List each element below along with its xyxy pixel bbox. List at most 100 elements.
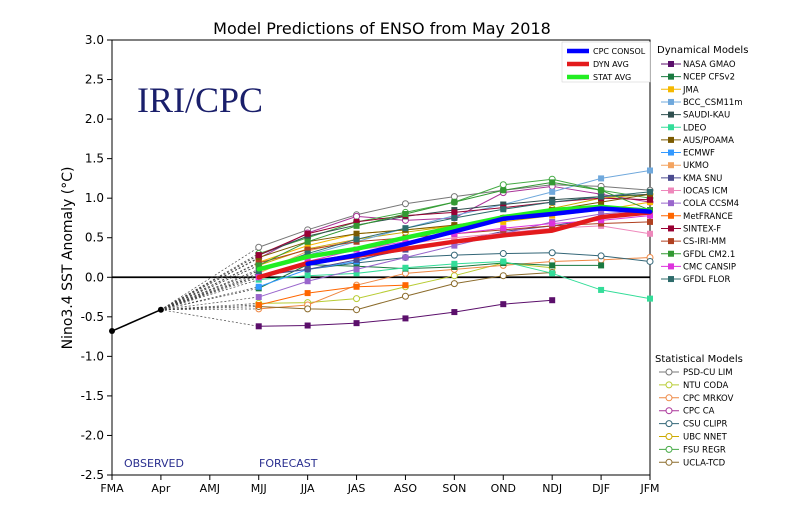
dyn-legend-label: LDEO xyxy=(683,123,707,133)
dyn-series-point xyxy=(353,230,360,237)
observed-line xyxy=(111,308,162,332)
stat-legend-marker xyxy=(665,433,673,440)
observed-point xyxy=(157,306,164,313)
observed-point xyxy=(109,328,115,335)
avg-series-line xyxy=(256,204,653,272)
dyn-legend-marker xyxy=(668,86,674,93)
stat-series-point xyxy=(353,306,361,314)
dyn-series-point xyxy=(549,179,556,186)
y-tick-label: -1.0 xyxy=(81,349,104,363)
dyn-series-point xyxy=(402,238,409,245)
dyn-legend-marker xyxy=(668,136,674,143)
y-tick-label: -2.0 xyxy=(81,428,104,442)
forecast-connector xyxy=(160,286,259,311)
dyn-series-point xyxy=(255,252,262,259)
dyn-legend-marker xyxy=(668,149,674,156)
dyn-series-point xyxy=(304,246,311,253)
dyn-legend-label: UKMO xyxy=(683,161,709,171)
forecast-connector xyxy=(160,257,259,311)
averages-legend-label: CPC CONSOL xyxy=(593,47,646,56)
dyn-series-point xyxy=(451,222,458,229)
dyn-series-point xyxy=(451,263,458,270)
dyn-series-point xyxy=(353,236,360,243)
iri-cpc-watermark: IRI/CPC xyxy=(137,80,263,120)
avg-series-line xyxy=(305,206,653,267)
stat-series-point xyxy=(499,181,507,189)
forecast-connector xyxy=(160,303,259,311)
forecast-connector xyxy=(160,270,259,311)
dyn-series-point xyxy=(598,175,605,182)
dyn-series-point xyxy=(402,315,409,322)
dyn-series-point xyxy=(451,309,458,316)
x-tick-label: AMJ xyxy=(200,482,220,495)
dyn-series-point xyxy=(598,193,605,200)
y-tick-label: 2.0 xyxy=(85,112,104,126)
dyn-legend-marker xyxy=(668,263,674,270)
dyn-legend-label: BCC_CSM11m xyxy=(683,98,743,108)
stat-legend-marker xyxy=(665,407,673,415)
stat-series-point xyxy=(499,272,507,280)
dyn-legend-label: GFDL CM2.1 xyxy=(683,250,735,260)
dyn-series-point xyxy=(304,290,311,297)
stat-legend-label: CPC CA xyxy=(683,407,715,417)
x-tick-label: Apr xyxy=(151,482,171,495)
dyn-series-point xyxy=(255,283,262,290)
x-tick-label: NDJ xyxy=(542,482,562,495)
dyn-legend-label: NCEP CFSv2 xyxy=(683,73,735,83)
dyn-series-point xyxy=(304,272,311,279)
dyn-series-point xyxy=(647,212,653,219)
dyn-series-point xyxy=(402,254,409,261)
x-tick-label: MJJ xyxy=(251,482,267,495)
dyn-series-point xyxy=(500,218,507,225)
dyn-series-point xyxy=(304,238,311,245)
y-tick-label: -1.5 xyxy=(81,389,104,403)
forecast-connector xyxy=(160,254,259,311)
y-tick-label: 1.5 xyxy=(85,152,104,166)
dyn-legend-marker xyxy=(668,124,674,131)
dyn-series-point xyxy=(451,214,458,221)
stat-legend-label: PSD-CU LIM xyxy=(683,368,733,378)
forecast-connector xyxy=(160,274,259,311)
stat-series-point xyxy=(450,280,458,288)
stat-legend-marker xyxy=(665,445,673,453)
dyn-series-point xyxy=(598,187,605,194)
dyn-legend-marker xyxy=(668,98,674,105)
x-tick-label: DJF xyxy=(592,482,610,495)
dyn-series-point xyxy=(353,266,360,273)
forecast-connector xyxy=(160,253,259,311)
dyn-series-line xyxy=(258,299,553,327)
dyn-series-point xyxy=(647,196,653,203)
stat-series-point xyxy=(499,250,507,258)
dyn-series-point xyxy=(451,260,458,267)
dyn-legend-marker xyxy=(668,61,674,67)
stat-legend-label: UCLA-TCD xyxy=(683,458,726,468)
dyn-series-point xyxy=(500,206,507,213)
stat-legend-marker xyxy=(665,420,673,428)
dyn-legend-marker xyxy=(668,73,674,80)
stat-legend-marker xyxy=(665,394,673,402)
stat-legend-label: CPC MRKOV xyxy=(683,394,734,404)
dyn-series-point xyxy=(353,263,360,270)
dyn-legend-marker xyxy=(668,200,674,207)
stat-series-point xyxy=(401,292,409,300)
dyn-legend-label: CMC CANSIP xyxy=(683,262,736,272)
forecast-connector xyxy=(160,265,259,311)
dyn-series-point xyxy=(549,188,556,195)
dyn-series-point xyxy=(598,262,605,269)
averages-legend-label: DYN AVG xyxy=(593,60,629,69)
dyn-series-point xyxy=(304,322,311,329)
stat-legend-marker xyxy=(665,381,673,389)
x-tick-label: JFM xyxy=(639,482,659,495)
dyn-legend-marker xyxy=(668,174,674,181)
x-tick-label: FMA xyxy=(100,482,124,495)
dyn-series-point xyxy=(598,211,605,217)
dyn-series-point xyxy=(598,199,605,206)
dyn-series-point xyxy=(402,211,409,217)
dyn-series-point xyxy=(451,199,458,206)
forecast-connector xyxy=(160,306,259,311)
stat-legend-label: CSU CLIPR xyxy=(683,420,728,430)
dyn-legend-label: CS-IRI-MM xyxy=(683,237,726,247)
x-tick-label: OND xyxy=(491,482,516,495)
dyn-legend-label: AUS/POAMA xyxy=(683,136,734,146)
